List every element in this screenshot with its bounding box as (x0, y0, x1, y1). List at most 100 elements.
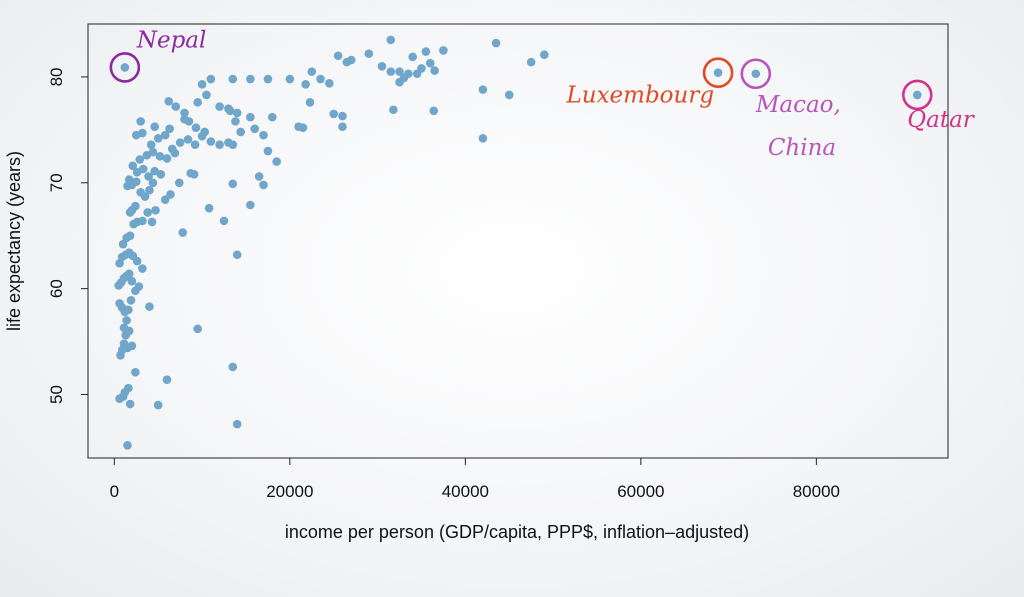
data-point (259, 130, 268, 140)
data-point (231, 117, 240, 126)
data-point (301, 80, 310, 89)
data-point (124, 269, 134, 279)
data-point (166, 190, 175, 199)
data-point (184, 117, 194, 126)
data-point (272, 157, 281, 166)
annotation-circle (901, 79, 933, 111)
data-point (134, 282, 144, 291)
data-point (338, 122, 347, 131)
data-point (183, 135, 193, 144)
data-point (246, 200, 255, 210)
data-point (228, 362, 238, 372)
x-tick-label: 0 (110, 482, 119, 501)
x-tick-label: 60000 (617, 482, 664, 501)
x-tick-label: 20000 (266, 482, 313, 501)
data-point (186, 168, 195, 178)
x-tick-label: 80000 (793, 482, 840, 501)
data-point (395, 67, 404, 76)
data-point (145, 185, 154, 195)
y-axis: 50 60 70 80 (47, 67, 89, 404)
data-point (180, 108, 189, 118)
data-point (408, 52, 417, 62)
x-axis: 0 20000 40000 60000 80000 (110, 457, 840, 501)
data-point (333, 51, 343, 61)
data-point (123, 440, 132, 450)
data-point (126, 295, 136, 305)
data-point (156, 170, 166, 179)
data-point (232, 108, 242, 118)
data-point (138, 216, 147, 226)
data-point (285, 74, 295, 84)
data-point (146, 140, 156, 149)
data-point (131, 177, 141, 187)
data-point (135, 155, 145, 164)
data-point (151, 206, 160, 215)
data-point (160, 195, 170, 205)
data-point (526, 57, 536, 67)
annotation-label: Nepal (136, 27, 207, 53)
y-tick-label: 80 (47, 67, 66, 86)
data-point (215, 140, 224, 149)
data-point (325, 78, 334, 88)
data-point (125, 231, 135, 241)
data-point (164, 96, 174, 106)
data-point (338, 111, 347, 121)
data-point (144, 172, 153, 181)
annotations: Nepal Luxembourg Macao, China Qatar (109, 27, 976, 161)
data-point (125, 399, 135, 409)
y-axis-title: life expectancy (years) (4, 151, 24, 331)
data-point (713, 68, 723, 77)
data-point (329, 109, 339, 119)
y-tick-label: 70 (47, 173, 66, 192)
data-point (124, 305, 133, 315)
data-point (504, 90, 514, 100)
data-point (346, 55, 356, 65)
data-point (430, 66, 439, 75)
data-point (143, 208, 152, 217)
data-point (305, 98, 315, 107)
annotation-circle (702, 57, 734, 88)
data-point (131, 201, 140, 211)
data-point (160, 130, 170, 140)
data-point (124, 175, 134, 184)
data-point (429, 106, 439, 116)
data-point (138, 164, 148, 174)
data-point (155, 152, 165, 161)
data-point (193, 98, 202, 107)
data-point (228, 74, 238, 84)
data-point (228, 179, 238, 189)
data-point (119, 323, 129, 333)
data-point (167, 144, 177, 154)
data-point (386, 35, 396, 45)
y-tick-label: 60 (47, 279, 66, 298)
annotation-circle (109, 52, 141, 83)
data-point (128, 161, 138, 171)
data-point (175, 138, 185, 147)
data-point (246, 74, 255, 84)
data-point (232, 250, 242, 260)
data-point (232, 419, 242, 429)
data-points (114, 35, 922, 450)
data-point (136, 117, 145, 126)
data-point (150, 122, 159, 131)
data-point (174, 178, 184, 188)
data-point (162, 375, 172, 384)
data-point (364, 49, 374, 58)
data-point (250, 124, 260, 134)
data-point (153, 400, 163, 410)
data-point (246, 112, 255, 122)
data-point (491, 38, 501, 48)
data-point (412, 69, 422, 79)
data-point (215, 102, 224, 111)
data-point (123, 343, 132, 353)
data-point (122, 316, 131, 325)
data-point (751, 69, 761, 79)
data-point (118, 239, 128, 249)
data-point (254, 172, 264, 181)
annotation-label: Macao, (755, 92, 841, 118)
data-point (377, 62, 387, 71)
data-point (138, 264, 147, 273)
data-point (228, 140, 238, 149)
data-point (162, 154, 172, 163)
